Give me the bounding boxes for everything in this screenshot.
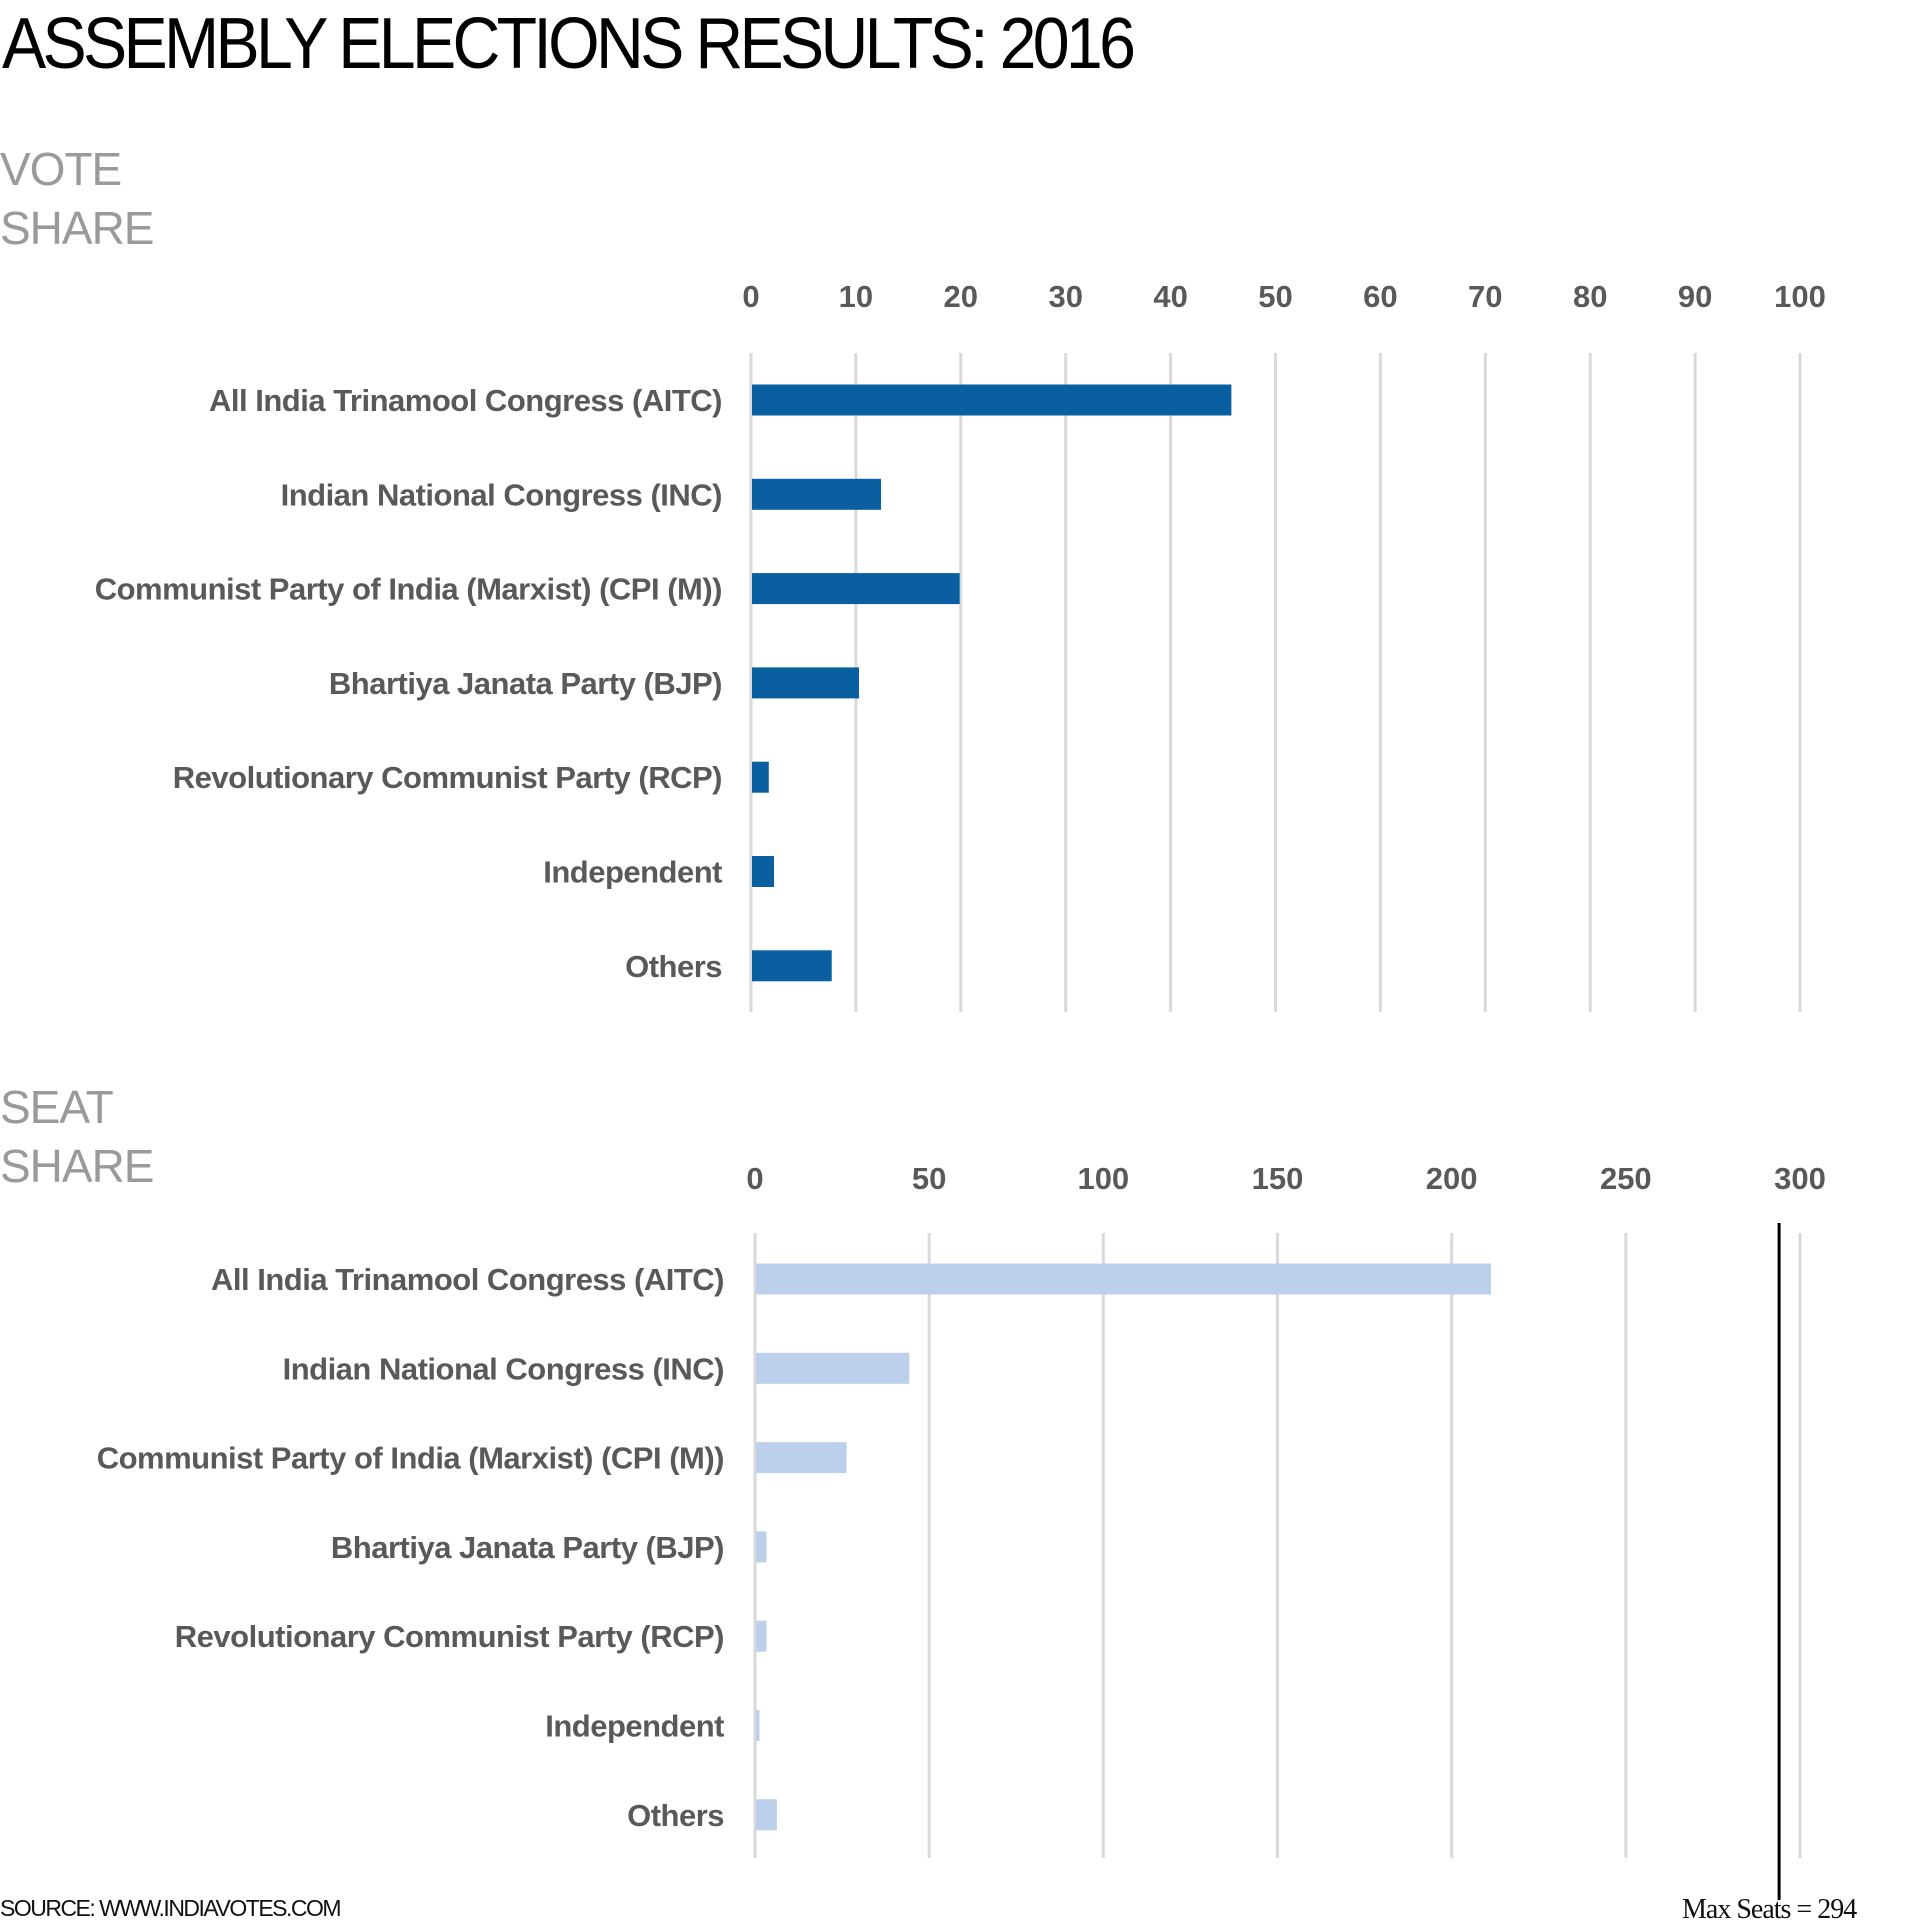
seat-tick-label: 50	[912, 1161, 946, 1196]
vote-bar	[752, 950, 832, 982]
page-title: ASSEMBLY ELECTIONS RESULTS: 2016	[2, 4, 1136, 84]
seat-category-label: Revolutionary Communist Party (RCP)	[175, 1619, 724, 1654]
seat-tick-label: 100	[1077, 1161, 1129, 1196]
seat-category-label: Indian National Congress (INC)	[283, 1351, 724, 1386]
vote-tick-label: 20	[944, 279, 978, 314]
vote-share-chart: 0 10 20 30 40 50 60 70 80 90 100 All India Trinamoo…	[95, 279, 1826, 1012]
vote-tick-label: 90	[1678, 279, 1712, 314]
seat-tick-label: 200	[1426, 1161, 1478, 1196]
vote-bar	[752, 478, 882, 510]
vote-bar	[752, 384, 1232, 416]
seat-share-title-line-2: SHARE	[0, 1140, 154, 1192]
seat-category-label: Bhartiya Janata Party (BJP)	[331, 1530, 724, 1565]
seat-bar	[756, 1531, 767, 1563]
seat-tick-label: 250	[1600, 1161, 1652, 1196]
seat-category-label: Communist Party of India (Marxist) (CPI …	[97, 1441, 724, 1476]
vote-category-label: Communist Party of India (Marxist) (CPI …	[95, 572, 722, 607]
vote-share-title-line-2: SHARE	[0, 202, 154, 254]
max-seats-note: Max Seats = 294	[1682, 1894, 1857, 1925]
vote-category-label: Others	[625, 949, 722, 984]
vote-tick-label: 50	[1258, 279, 1292, 314]
vote-category-label: All India Trinamool Congress (AITC)	[209, 383, 722, 418]
vote-tick-label: 0	[742, 279, 759, 314]
vote-category-label: Bhartiya Janata Party (BJP)	[329, 666, 722, 701]
vote-tick-label: 10	[839, 279, 873, 314]
seat-tick-label: 300	[1774, 1161, 1826, 1196]
seat-category-label: Independent	[545, 1709, 724, 1744]
vote-tick-label: 80	[1573, 279, 1607, 314]
seat-tick-label: 150	[1252, 1161, 1304, 1196]
seat-category-label: Others	[627, 1798, 724, 1833]
vote-tick-label: 100	[1774, 279, 1826, 314]
vote-bar	[752, 856, 775, 887]
vote-tick-label: 60	[1363, 279, 1397, 314]
seat-share-title-line-1: SEAT	[0, 1081, 114, 1133]
seat-category-label: All India Trinamool Congress (AITC)	[211, 1262, 724, 1297]
vote-share-title-line-1: VOTE	[0, 143, 122, 195]
vote-tick-label: 70	[1468, 279, 1502, 314]
vote-tick-label: 30	[1048, 279, 1082, 314]
vote-share-title: VOTE SHARE	[0, 140, 154, 258]
seat-bar	[756, 1710, 760, 1741]
seat-tick-label: 0	[746, 1161, 763, 1196]
vote-category-label: Independent	[543, 855, 722, 890]
vote-category-label: Revolutionary Communist Party (RCP)	[173, 760, 722, 795]
seat-share-chart: 0 50 100 150 200 250 300 All India Trinamool Co…	[97, 1161, 1826, 1900]
seat-bar	[756, 1799, 777, 1831]
vote-tick-label: 40	[1153, 279, 1187, 314]
seat-bar	[756, 1263, 1491, 1295]
seat-bar	[756, 1620, 767, 1652]
seat-share-title: SEAT SHARE	[0, 1078, 154, 1196]
vote-category-label: Indian National Congress (INC)	[281, 477, 722, 512]
vote-bar	[752, 667, 859, 699]
vote-bar	[752, 573, 960, 605]
seat-bar	[756, 1442, 847, 1474]
source-note: SOURCE: WWW.INDIAVOTES.COM	[0, 1895, 342, 1921]
seat-bar	[756, 1352, 910, 1384]
vote-bar	[752, 761, 769, 793]
